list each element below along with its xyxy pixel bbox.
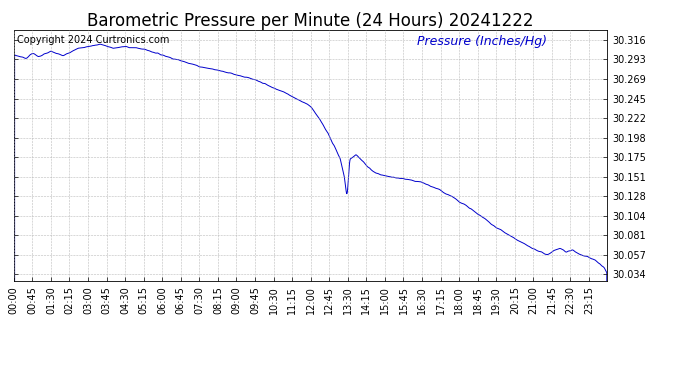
Text: Copyright 2024 Curtronics.com: Copyright 2024 Curtronics.com [17,35,169,45]
Title: Barometric Pressure per Minute (24 Hours) 20241222: Barometric Pressure per Minute (24 Hours… [87,12,534,30]
Text: Pressure (Inches/Hg): Pressure (Inches/Hg) [417,35,547,48]
